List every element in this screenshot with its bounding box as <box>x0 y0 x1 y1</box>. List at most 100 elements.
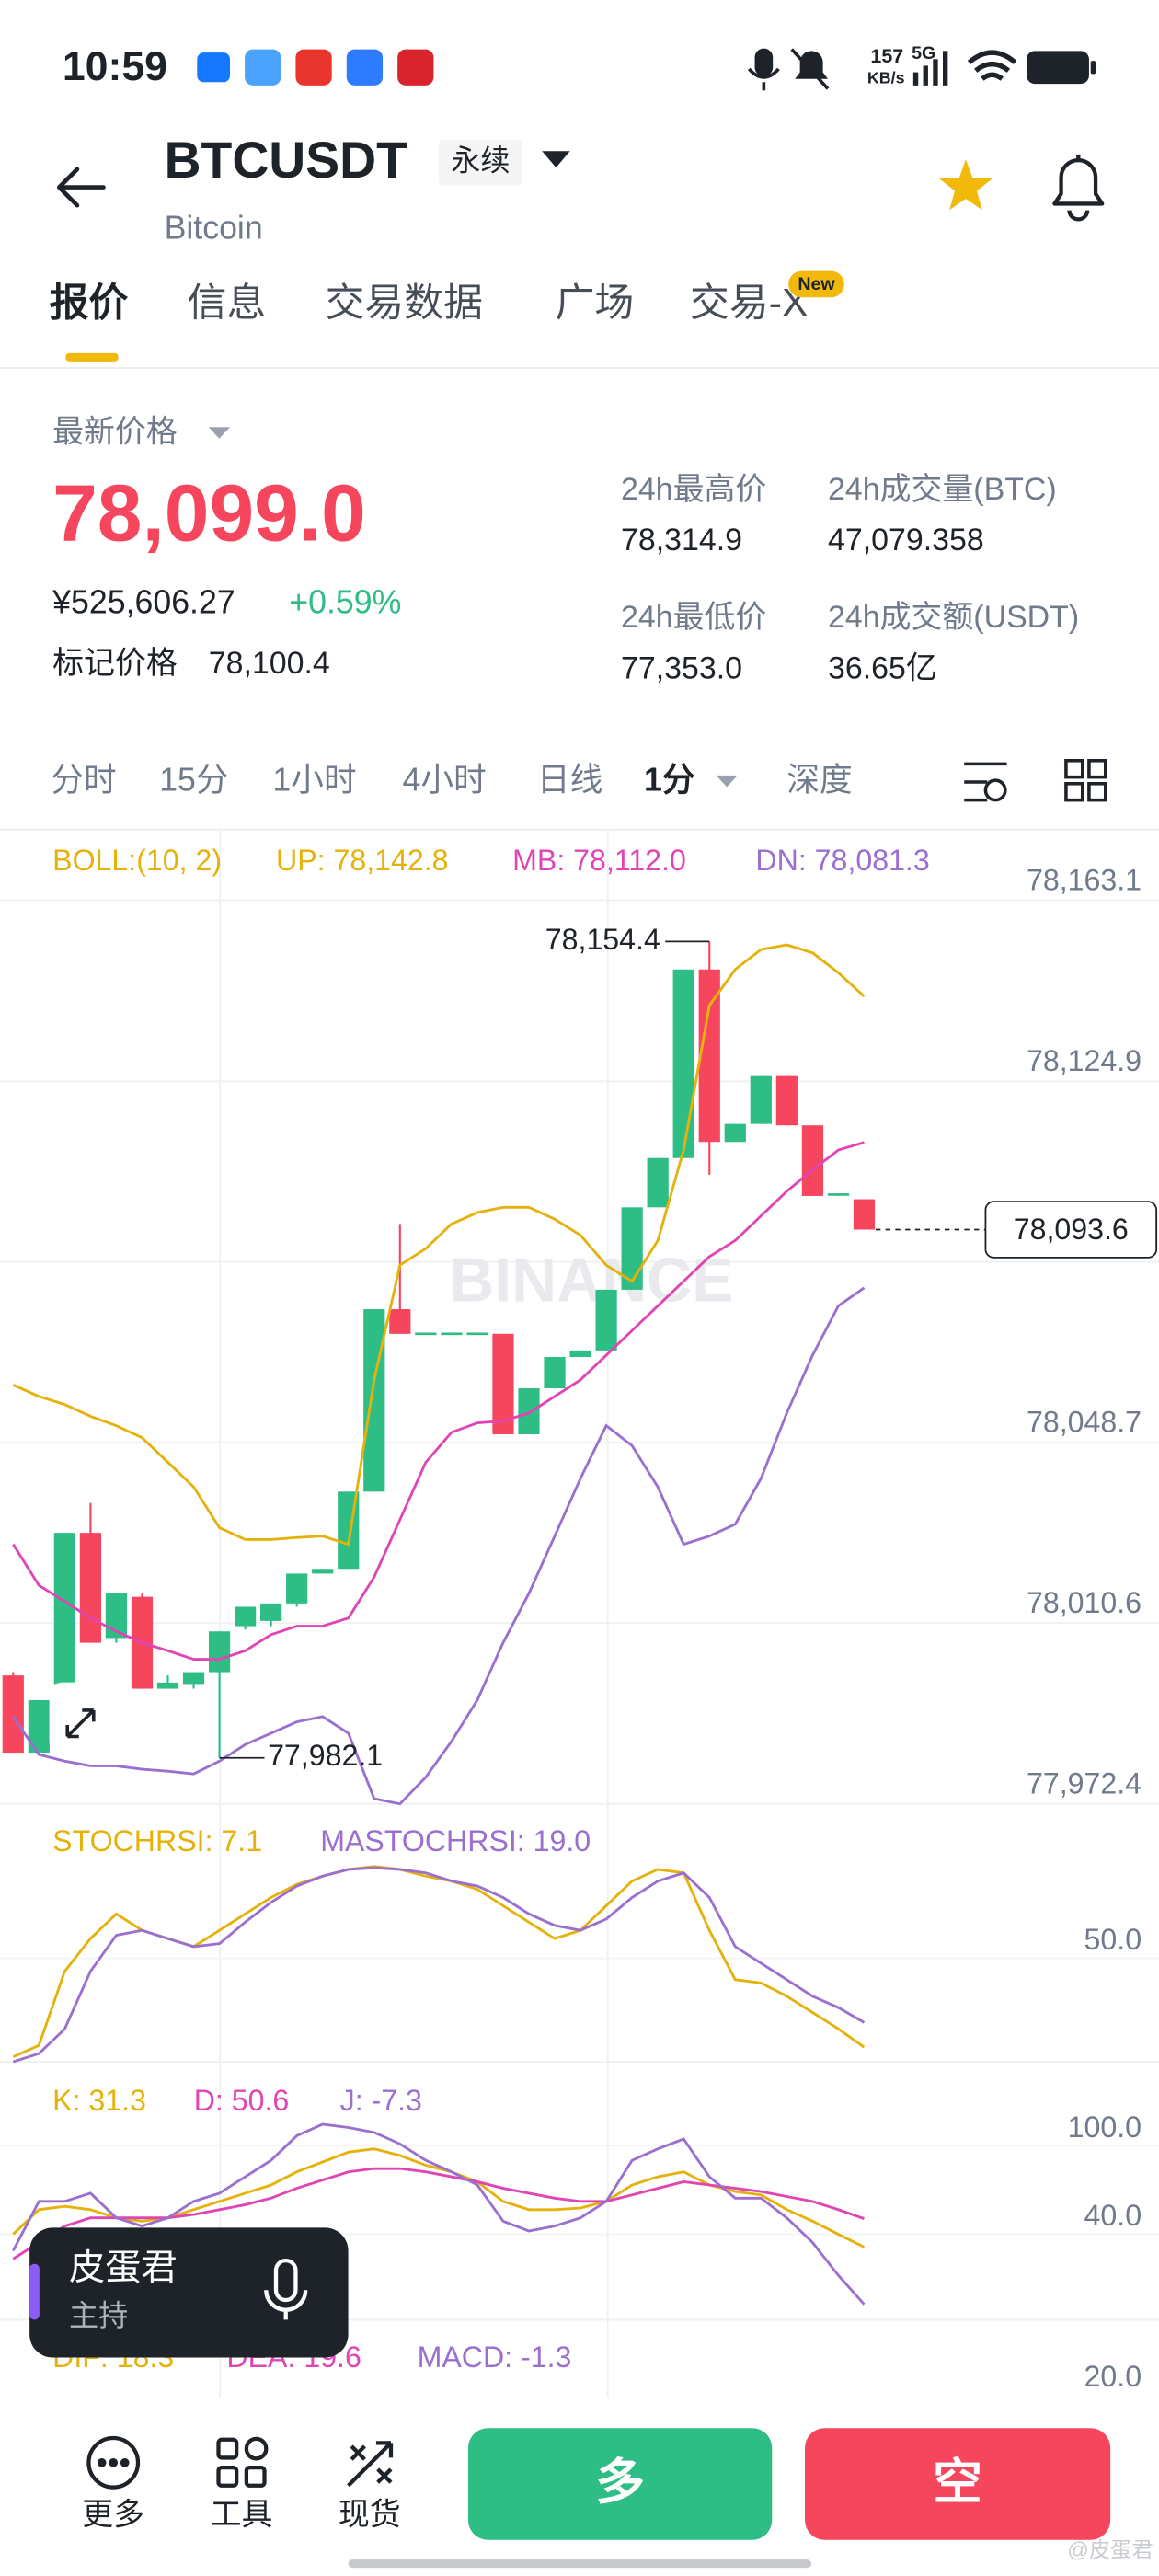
y-tick-label: 20.0 <box>1084 2360 1142 2393</box>
live-overlay[interactable] <box>29 2227 349 2358</box>
candle-body <box>569 1350 591 1358</box>
candle-body <box>28 1699 50 1754</box>
candle-body <box>853 1199 876 1230</box>
status-app-icons <box>197 49 434 86</box>
chart-frame <box>0 829 1159 2399</box>
candle-body <box>363 1309 385 1492</box>
candle-body <box>2 1675 24 1754</box>
candle-body <box>801 1125 824 1196</box>
interval[interactable]: 分时 <box>51 761 116 798</box>
candle-body <box>750 1075 772 1124</box>
candle-body <box>775 1075 798 1126</box>
last-price-tag <box>984 1201 1158 1259</box>
boll-line <box>12 943 866 1547</box>
interval[interactable]: 15分 <box>159 761 228 798</box>
tab-indicator <box>65 352 119 362</box>
host-name: 皮蛋君 <box>69 2248 178 2288</box>
last-price: 78,099.0 <box>52 467 366 558</box>
status-time: 10:59 <box>63 44 167 89</box>
candle-body <box>79 1533 102 1643</box>
candle-body <box>441 1332 463 1336</box>
contract-badge: 永续 <box>451 144 510 177</box>
candle-body <box>518 1388 540 1434</box>
candle-body <box>415 1332 437 1336</box>
candle-body <box>312 1569 334 1574</box>
nav-label[interactable]: 更多 <box>82 2498 144 2533</box>
boll-line <box>12 1286 866 1806</box>
indicator-legend: STOCHRSI: 7.1 <box>52 1824 262 1857</box>
layout-button[interactable] <box>1064 759 1107 802</box>
new-badge-bg <box>788 270 844 298</box>
short-button[interactable] <box>805 2428 1111 2540</box>
watermark: BINANCE <box>449 1246 733 1315</box>
price-change: +0.59% <box>289 584 401 621</box>
candle-body <box>647 1157 669 1208</box>
low-marker-label: 77,982.1 <box>268 1739 383 1772</box>
candle-body <box>595 1289 617 1351</box>
symbol-dropdown[interactable] <box>542 151 570 168</box>
candle-body <box>105 1593 128 1639</box>
dropdown-caret <box>716 775 738 788</box>
candle-body <box>208 1631 231 1673</box>
interval[interactable]: 4小时 <box>403 761 487 798</box>
long-label[interactable]: 多 <box>595 2455 645 2510</box>
last-price-label[interactable]: 最新价格 <box>52 414 178 449</box>
stat-value: 47,079.358 <box>828 523 984 558</box>
last-price-label: 78,093.6 <box>1014 1213 1129 1246</box>
candle-body <box>492 1333 514 1434</box>
new-badge: New <box>798 274 835 294</box>
tab[interactable]: 报价 <box>50 281 129 325</box>
y-tick-label: 78,048.7 <box>1027 1406 1142 1439</box>
candle-body <box>156 1682 179 1689</box>
stat-value: 77,353.0 <box>621 651 742 686</box>
indicator-settings[interactable] <box>964 762 1007 802</box>
symbol-name: Bitcoin <box>165 209 263 246</box>
indicator-legend: J: -7.3 <box>340 2084 422 2117</box>
boll-legend: DN: 78,081.3 <box>755 844 929 877</box>
back-button[interactable] <box>56 167 106 208</box>
candle-body <box>544 1357 566 1389</box>
candle-body <box>389 1309 411 1334</box>
short-label[interactable]: 空 <box>933 2455 982 2510</box>
tab[interactable]: 信息 <box>188 281 267 325</box>
alert-bell[interactable] <box>1052 154 1105 222</box>
interval[interactable]: 深度 <box>786 761 852 798</box>
expand-button[interactable] <box>49 1682 125 1755</box>
candle-body <box>235 1606 257 1627</box>
y-tick-label: 100.0 <box>1068 2110 1142 2144</box>
home-indicator <box>348 2559 812 2569</box>
tab[interactable]: 广场 <box>556 281 635 325</box>
tools-icon[interactable] <box>216 2436 269 2488</box>
watermark: @皮蛋君 <box>1067 2537 1153 2561</box>
cny-price: ¥525,606.27 <box>52 584 235 621</box>
tab[interactable]: 交易数据 <box>326 281 483 325</box>
candle-body <box>53 1533 75 1685</box>
stochrsi-line <box>12 1865 866 2059</box>
y-tick-label: 50.0 <box>1084 1923 1142 1956</box>
tab[interactable]: 交易-X <box>690 281 809 325</box>
stat-label: 24h成交额(USDT) <box>828 600 1079 635</box>
candle-body <box>260 1603 282 1621</box>
interval-active[interactable]: 1分 <box>644 761 695 798</box>
indicator-legend: MASTOCHRSI: 19.0 <box>320 1824 591 1857</box>
symbol[interactable]: BTCUSDT <box>165 132 408 189</box>
contract-badge-bg <box>438 139 522 186</box>
more-icon[interactable] <box>86 2435 141 2490</box>
long-button[interactable] <box>467 2428 773 2540</box>
interval[interactable]: 1小时 <box>272 761 356 798</box>
y-tick-label: 78,010.6 <box>1027 1586 1142 1619</box>
nav-label[interactable]: 工具 <box>211 2498 273 2533</box>
spot-icon[interactable] <box>347 2441 394 2488</box>
candle-body <box>827 1193 850 1196</box>
boll-label: BOLL:(10, 2) <box>52 844 222 877</box>
nav-label[interactable]: 现货 <box>339 2498 401 2533</box>
candle-body <box>286 1573 308 1604</box>
net-unit: KB/s <box>867 68 905 86</box>
favorite-star[interactable] <box>939 159 993 211</box>
interval[interactable]: 日线 <box>537 761 602 798</box>
kdj-line <box>12 2122 866 2306</box>
stochrsi-line <box>12 1866 866 2064</box>
